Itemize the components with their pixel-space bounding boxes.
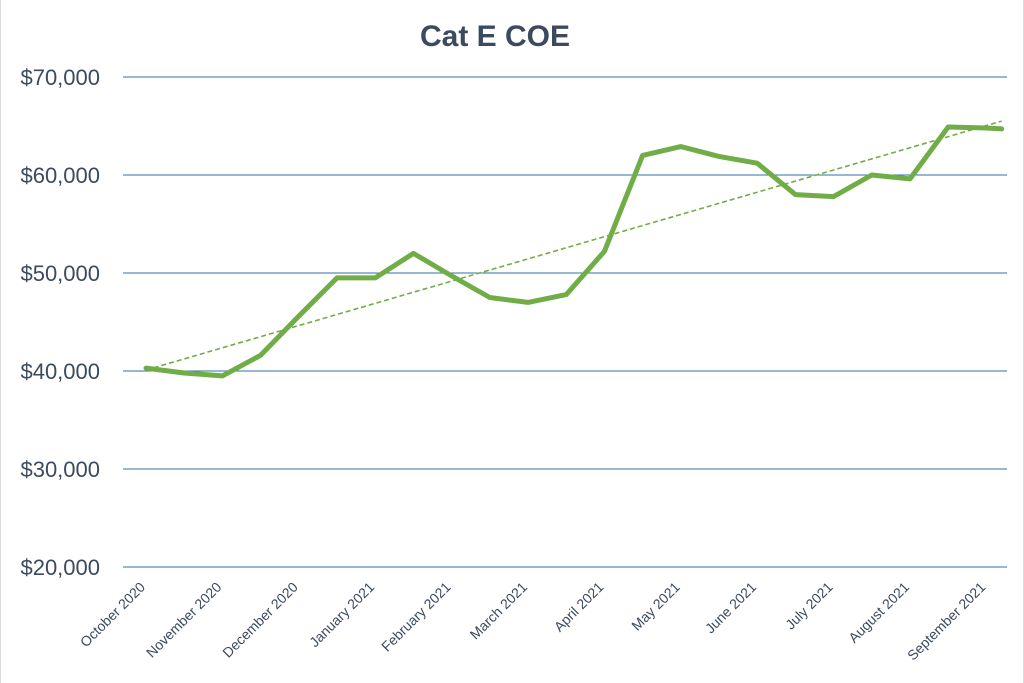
x-tick-label: March 2021 bbox=[467, 579, 531, 643]
x-tick-label: July 2021 bbox=[782, 579, 836, 633]
y-tick-label: $20,000 bbox=[20, 555, 100, 580]
series-group bbox=[143, 124, 1005, 379]
y-axis-tick-labels: $20,000 $30,000 $40,000 $50,000 $60,000 $70,0… bbox=[20, 65, 100, 580]
chart-title: Cat E COE bbox=[420, 20, 570, 53]
y-tick-label: $60,000 bbox=[20, 163, 100, 188]
x-tick-label: September 2021 bbox=[904, 579, 989, 664]
x-tick-label: June 2021 bbox=[702, 579, 760, 637]
linear-trendline bbox=[145, 120, 1002, 371]
x-tick-label: August 2021 bbox=[845, 579, 912, 646]
x-tick-label: November 2020 bbox=[143, 579, 225, 661]
gridlines bbox=[123, 76, 1007, 568]
x-tick-label: December 2020 bbox=[219, 579, 301, 661]
x-tick-label: October 2020 bbox=[77, 579, 148, 650]
y-tick-label: $70,000 bbox=[20, 65, 100, 90]
x-tick-label: May 2021 bbox=[628, 579, 683, 634]
series-line-cat-e-coe bbox=[143, 124, 1005, 379]
x-tick-label: February 2021 bbox=[378, 579, 454, 655]
y-tick-label: $40,000 bbox=[20, 359, 100, 384]
y-tick-label: $30,000 bbox=[20, 457, 100, 482]
y-tick-label: $50,000 bbox=[20, 261, 100, 286]
trendline-group bbox=[145, 120, 1002, 371]
x-tick-label: April 2021 bbox=[551, 579, 607, 635]
x-tick-label: January 2021 bbox=[306, 579, 377, 650]
